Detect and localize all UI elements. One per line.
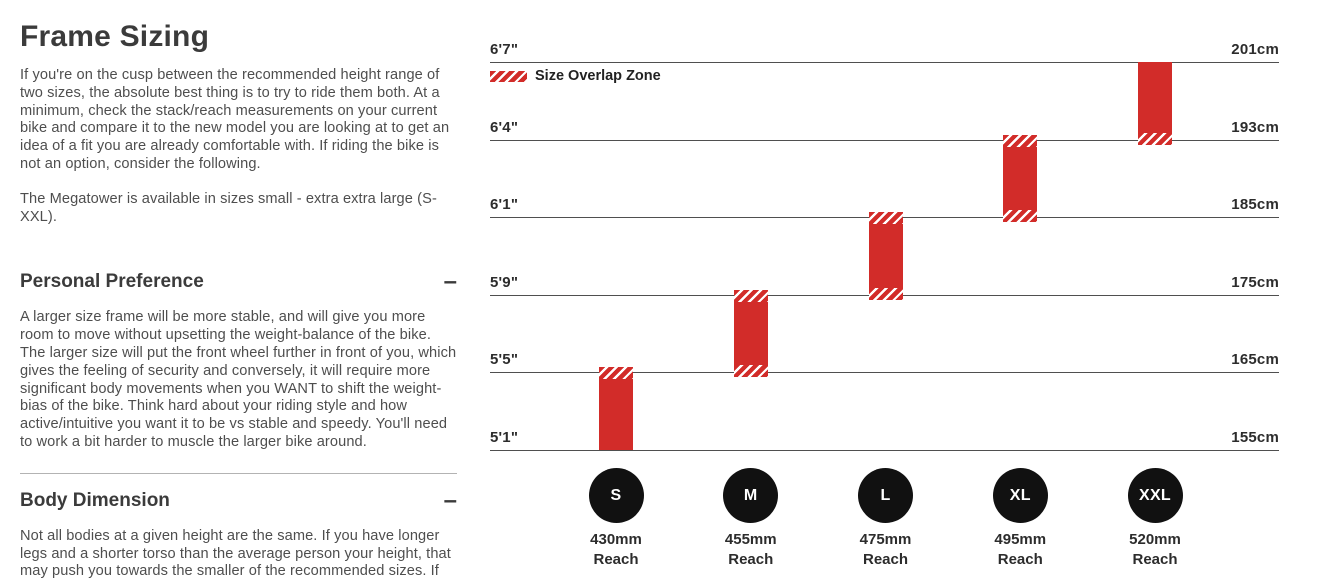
section-personal-preference: Personal Preference – A larger size fram… [20,270,457,451]
sizing-info-column: Frame Sizing If you're on the cusp betwe… [20,20,457,578]
size-bar-overlap-top [1003,134,1038,147]
size-bar-overlap-top [868,212,903,225]
reach-caption: Reach [862,551,909,569]
reach-value: 455mm [724,531,777,548]
collapse-toggle-icon[interactable]: – [443,486,457,514]
reach-caption: Reach [997,551,1043,569]
height-tick-imperial: 5'9" [490,273,519,291]
collapse-toggle-icon[interactable]: – [443,268,457,296]
size-bar-overlap-bottom [1138,132,1172,145]
legend-label: Size Overlap Zone [535,68,661,84]
reach-value: 520mm [1129,531,1181,548]
size-bar-overlap-bottom [1003,210,1038,223]
size-bar-top [1138,62,1172,74]
gridline [490,139,1279,141]
reach-value: 495mm [994,531,1047,548]
size-bar-overlap-bottom [868,287,903,300]
gridline [490,450,1279,451]
gridline [490,62,1279,63]
size-bar [599,367,633,450]
size-bar-overlap-bottom [733,365,768,378]
page-title: Frame Sizing [20,20,210,53]
reach-caption: Reach [728,551,774,569]
size-bar-bottom [599,438,633,450]
size-circle: S [588,468,644,523]
reach-value: 475mm [859,531,912,548]
size-circle: XXL [1127,468,1183,523]
reach-label: 430mm Reach [556,530,676,571]
reach-value: 430mm [590,531,642,548]
section-title-body-dimension: Body Dimension [20,489,170,511]
personal-preference-body: A larger size frame will be more stable,… [20,309,457,450]
reach-label: 475mm Reach [826,530,946,571]
size-bar [1138,62,1172,145]
height-tick-imperial: 5'1" [490,429,519,446]
chart-legend: Size Overlap Zone [490,68,661,84]
section-title-personal-preference: Personal Preference [20,271,204,293]
height-tick-imperial: 5'5" [490,351,519,369]
height-tick-imperial: 6'7" [490,41,519,58]
size-circle: L [858,468,913,523]
intro-paragraph-1: If you're on the cusp between the recomm… [20,67,450,172]
gridline [490,372,1279,374]
size-bar-overlap-top [599,367,633,380]
reach-label: 455mm Reach [691,530,811,571]
height-tick-metric: 193cm [1231,118,1279,136]
intro-paragraph-2: The Megatower is available in sizes smal… [20,190,437,225]
reach-label: 520mm Reach [1095,530,1215,571]
overlap-zone-swatch-icon [490,70,527,82]
section-body-dimension: Body Dimension – Not all bodies at a giv… [20,486,457,578]
size-bar-overlap-top [733,289,768,302]
reach-caption: Reach [593,551,639,569]
height-tick-imperial: 6'4" [490,118,519,136]
height-tick-imperial: 6'1" [490,196,519,214]
reach-label: 495mm Reach [960,530,1080,571]
height-tick-metric: 201cm [1231,41,1279,58]
size-bar [1003,134,1038,223]
size-bar [868,212,903,300]
size-bar [733,289,768,378]
body-dimension-body: Not all bodies at a given height are the… [20,527,451,578]
height-tick-metric: 175cm [1231,273,1279,291]
height-tick-metric: 185cm [1231,196,1279,214]
section-header-personal-preference[interactable]: Personal Preference – [20,270,457,294]
height-tick-metric: 155cm [1231,429,1279,446]
height-tick-metric: 165cm [1231,351,1279,369]
reach-caption: Reach [1132,551,1178,569]
section-divider [20,472,457,474]
size-circle: XL [992,468,1048,523]
size-circle: M [723,468,779,523]
section-header-body-dimension[interactable]: Body Dimension – [20,486,457,514]
